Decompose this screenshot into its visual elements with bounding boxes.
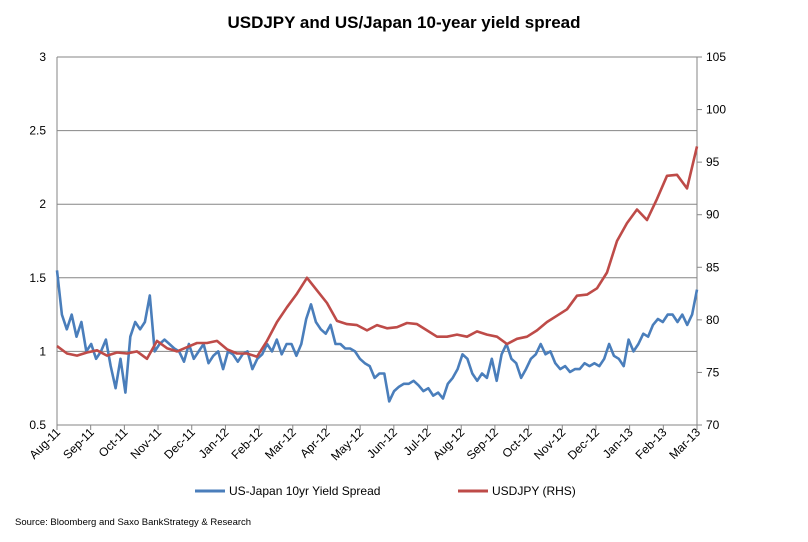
x-axis-tick-label: Mar-12 bbox=[262, 425, 299, 462]
x-axis-tick-label: Dec-11 bbox=[161, 425, 198, 462]
right-axis-tick-label: 90 bbox=[706, 208, 720, 222]
axes: 0.511.522.53707580859095100105Aug-11Sep-… bbox=[26, 50, 726, 463]
left-axis-tick-label: 2 bbox=[39, 197, 46, 211]
x-axis-tick-label: Feb-12 bbox=[228, 425, 265, 462]
left-axis-tick-label: 3 bbox=[39, 50, 46, 64]
x-axis-tick-label: Jul-12 bbox=[401, 425, 434, 458]
right-axis-tick-label: 75 bbox=[706, 365, 720, 379]
series-lines bbox=[55, 146, 699, 403]
source-note: Source: Bloomberg and Saxo BankStrategy … bbox=[15, 517, 251, 528]
right-axis-tick-label: 70 bbox=[706, 418, 720, 432]
x-axis-tick-label: Sep-11 bbox=[60, 425, 97, 462]
left-axis-tick-label: 1 bbox=[39, 344, 46, 358]
right-axis-tick-label: 80 bbox=[706, 313, 720, 327]
gridlines bbox=[57, 56, 697, 352]
left-axis-tick-label: 2.5 bbox=[29, 124, 46, 138]
x-axis-tick-label: Mar-13 bbox=[666, 425, 703, 462]
x-axis-tick-label: Oct-12 bbox=[499, 425, 535, 461]
right-axis-tick-label: 95 bbox=[706, 155, 720, 169]
x-axis-tick-label: May-12 bbox=[328, 425, 366, 463]
series-line-spread bbox=[55, 270, 699, 403]
x-axis-tick-label: Dec-12 bbox=[565, 425, 602, 462]
x-axis-tick-label: Sep-12 bbox=[464, 425, 501, 462]
right-axis-tick-label: 85 bbox=[706, 260, 720, 274]
x-axis-tick-label: Oct-11 bbox=[96, 425, 131, 460]
x-axis-tick-label: Jun-12 bbox=[364, 425, 400, 461]
chart-title: USDJPY and US/Japan 10-year yield spread bbox=[227, 13, 580, 32]
legend: US-Japan 10yr Yield Spread USDJPY (RHS) bbox=[195, 484, 576, 498]
x-axis-tick-label: Apr-12 bbox=[297, 425, 333, 461]
left-axis-tick-label: 0.5 bbox=[29, 418, 46, 432]
x-axis-tick-label: Jan-12 bbox=[196, 425, 232, 461]
x-axis-tick-label: Aug-12 bbox=[430, 425, 467, 462]
legend-label-spread: US-Japan 10yr Yield Spread bbox=[229, 484, 380, 498]
x-axis-tick-label: Nov-11 bbox=[128, 425, 165, 462]
x-axis-tick-label: Nov-12 bbox=[531, 425, 568, 462]
legend-label-usdjpy: USDJPY (RHS) bbox=[492, 484, 576, 498]
x-axis-tick-label: Feb-13 bbox=[633, 425, 670, 462]
series-line-usdjpy bbox=[56, 146, 699, 361]
left-axis-tick-label: 1.5 bbox=[29, 271, 46, 285]
right-axis-tick-label: 100 bbox=[706, 103, 726, 117]
x-axis-tick-label: Jan-13 bbox=[600, 425, 636, 461]
right-axis-tick-label: 105 bbox=[706, 50, 726, 64]
